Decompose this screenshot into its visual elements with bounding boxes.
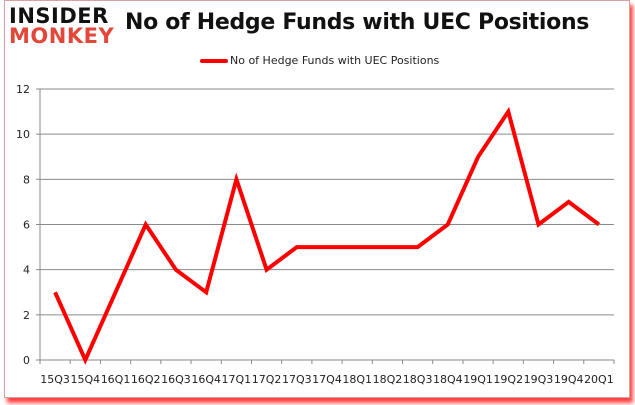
x-tick-label: 19Q4 [554, 373, 584, 386]
x-tick-label: 17Q3 [282, 373, 312, 386]
y-tick-label: 6 [23, 219, 30, 232]
x-tick-label: 15Q4 [70, 373, 100, 386]
legend-line-icon [200, 58, 228, 63]
y-tick-label: 10 [16, 128, 30, 141]
x-tick-label: 16Q4 [191, 373, 221, 386]
x-tick-label: 18Q3 [403, 373, 433, 386]
y-tick-label: 2 [23, 309, 30, 322]
y-tick-label: 12 [16, 83, 30, 96]
x-tick-label: 16Q1 [101, 373, 131, 386]
insider-monkey-logo: INSIDER MONKEY [9, 4, 115, 48]
x-tick-label: 19Q2 [493, 373, 523, 386]
chart-frame [4, 0, 630, 398]
y-tick-label: 4 [23, 264, 30, 277]
x-tick-label: 15Q3 [40, 373, 70, 386]
x-tick-label: 19Q1 [463, 373, 493, 386]
series-line [53, 106, 601, 365]
x-tick-label: 18Q4 [433, 373, 463, 386]
x-tick-label: 17Q4 [312, 373, 342, 386]
x-tick-label: 18Q1 [342, 373, 372, 386]
x-tick-label: 17Q1 [222, 373, 252, 386]
x-tick-label: 17Q2 [252, 373, 282, 386]
legend-label: No of Hedge Funds with UEC Positions [230, 54, 440, 67]
x-tick-label: 16Q3 [161, 373, 191, 386]
logo-line1: INSIDER [9, 4, 109, 28]
y-tick-label: 0 [23, 354, 30, 367]
x-tick-label: 20Q1 [584, 373, 614, 386]
chart-title: No of Hedge Funds with UEC Positions [125, 10, 590, 35]
x-tick-label: 18Q2 [373, 373, 403, 386]
x-tick-label: 16Q2 [131, 373, 161, 386]
logo-line2: MONKEY [9, 24, 115, 48]
y-tick-label: 8 [23, 173, 30, 186]
chart-legend: No of Hedge Funds with UEC Positions [200, 54, 439, 67]
x-tick-label: 19Q3 [524, 373, 554, 386]
